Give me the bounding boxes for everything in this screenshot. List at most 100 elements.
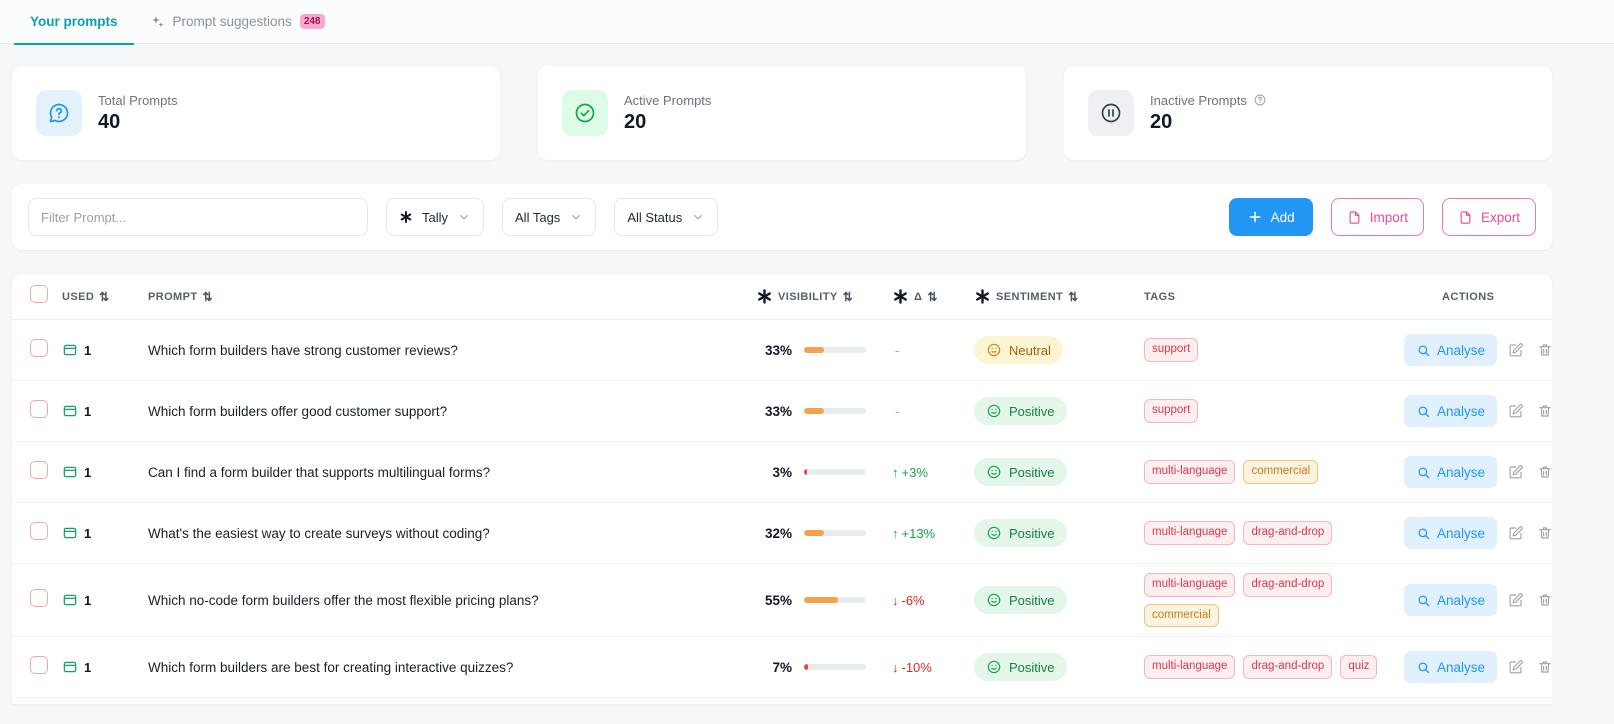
- tag: drag-and-drop: [1243, 655, 1333, 679]
- tag: drag-and-drop: [1243, 521, 1333, 545]
- used-count: 1: [84, 464, 92, 480]
- sentiment-label: Neutral: [1009, 342, 1051, 358]
- header-visibility[interactable]: VISIBILITY ⇅: [756, 288, 892, 305]
- visibility-value: 33%: [764, 342, 792, 358]
- row-checkbox[interactable]: [30, 521, 48, 540]
- analyse-button[interactable]: Analyse: [1404, 334, 1498, 366]
- delta-direction-icon: [892, 660, 899, 675]
- header-used[interactable]: USED ⇅: [62, 289, 110, 304]
- platform-window-icon: [62, 659, 78, 675]
- delete-button[interactable]: [1535, 590, 1555, 610]
- plus-icon: [1247, 209, 1263, 225]
- happy-face-icon: [986, 464, 1002, 480]
- row-checkbox[interactable]: [30, 655, 48, 674]
- prompt-text: Which form builders are best for creatin…: [148, 659, 514, 675]
- delta-value: -10%: [901, 659, 932, 675]
- trash-icon: [1537, 342, 1553, 358]
- delete-button[interactable]: [1535, 340, 1555, 360]
- delete-button[interactable]: [1535, 401, 1555, 421]
- filter-prompt-input[interactable]: [28, 198, 368, 236]
- tag: multi-language: [1144, 655, 1236, 679]
- sort-icon[interactable]: ⇅: [842, 289, 854, 304]
- tab-prompt-suggestions-label: Prompt suggestions: [172, 14, 292, 29]
- edit-button[interactable]: [1506, 462, 1526, 482]
- header-delta[interactable]: Δ ⇅: [892, 288, 974, 305]
- table-row: 1 Which form builders offer good custome…: [12, 381, 1552, 442]
- active-prompts-card: Active Prompts 20: [538, 66, 1026, 160]
- pencil-icon: [1508, 525, 1524, 541]
- edit-button[interactable]: [1506, 657, 1526, 677]
- row-checkbox[interactable]: [30, 588, 48, 607]
- tally-asterisk-icon: [892, 288, 909, 305]
- platform-select-value: Tally: [422, 209, 449, 225]
- sentiment-label: Positive: [1009, 403, 1055, 419]
- trash-icon: [1537, 525, 1553, 541]
- neutral-face-icon: [986, 342, 1002, 358]
- analyse-button[interactable]: Analyse: [1404, 456, 1498, 488]
- used-count: 1: [84, 403, 92, 419]
- edit-button[interactable]: [1506, 523, 1526, 543]
- import-button[interactable]: Import: [1330, 198, 1424, 236]
- delta-value: -6%: [901, 592, 925, 608]
- file-icon: [1458, 210, 1473, 225]
- delete-button[interactable]: [1535, 462, 1555, 482]
- pencil-icon: [1508, 342, 1524, 358]
- edit-button[interactable]: [1506, 590, 1526, 610]
- sort-icon[interactable]: ⇅: [927, 289, 938, 304]
- platform-select[interactable]: Tally: [386, 198, 485, 236]
- delta-value: +3%: [901, 464, 928, 480]
- visibility-bar-fill: [804, 597, 839, 604]
- sort-icon[interactable]: ⇅: [202, 289, 213, 304]
- sort-icon[interactable]: ⇅: [1068, 289, 1079, 304]
- used-cell: 1: [62, 592, 148, 608]
- tag: quiz: [1340, 655, 1378, 679]
- row-checkbox[interactable]: [30, 399, 48, 418]
- edit-button[interactable]: [1506, 401, 1526, 421]
- filter-toolbar: Tally All Tags All Status Add Import Exp…: [12, 184, 1552, 250]
- row-checkbox[interactable]: [30, 338, 48, 357]
- pause-circle-icon: [1088, 90, 1134, 136]
- edit-button[interactable]: [1506, 340, 1526, 360]
- tags-cell: multi-language drag-and-drop commercial: [1144, 573, 1404, 628]
- actions-cell: Analyse: [1404, 456, 1552, 488]
- table-row: 1 Which no-code form builders offer the …: [12, 564, 1555, 638]
- header-sentiment[interactable]: SENTIMENT ⇅: [974, 288, 1144, 305]
- sentiment-label: Positive: [1009, 525, 1055, 541]
- row-checkbox[interactable]: [30, 460, 48, 479]
- table-header-row: USED ⇅ PROMPT ⇅ VISIBILITY ⇅ Δ ⇅ SENTIME…: [12, 274, 1552, 320]
- suggestions-count-badge: 248: [299, 14, 325, 29]
- delete-button[interactable]: [1535, 523, 1555, 543]
- visibility-value: 33%: [764, 403, 792, 419]
- help-icon[interactable]: [1253, 93, 1267, 107]
- used-count: 1: [84, 525, 92, 541]
- delete-button[interactable]: [1535, 657, 1555, 677]
- visibility-cell: 33%: [756, 404, 892, 419]
- analyse-button[interactable]: Analyse: [1404, 584, 1498, 617]
- chevron-down-icon: [569, 210, 583, 224]
- magnifier-icon: [1416, 593, 1431, 608]
- header-prompt[interactable]: PROMPT ⇅: [148, 289, 213, 304]
- sort-icon[interactable]: ⇅: [99, 289, 110, 304]
- total-prompts-label: Total Prompts: [98, 92, 178, 108]
- visibility-bar: [804, 347, 866, 353]
- add-button[interactable]: Add: [1228, 198, 1313, 236]
- chevron-down-icon: [691, 210, 705, 224]
- tab-prompt-suggestions[interactable]: Prompt suggestions 248: [134, 0, 341, 44]
- trash-icon: [1537, 403, 1553, 419]
- export-button[interactable]: Export: [1441, 198, 1536, 236]
- analyse-button[interactable]: Analyse: [1404, 395, 1498, 427]
- delta-cell: -: [892, 404, 974, 419]
- sparkles-icon: [150, 14, 165, 29]
- visibility-bar-fill: [804, 530, 824, 536]
- actions-cell: Analyse: [1404, 651, 1555, 684]
- used-cell: 1: [62, 464, 148, 480]
- analyse-button[interactable]: Analyse: [1404, 517, 1498, 549]
- used-cell: 1: [62, 342, 148, 358]
- tab-your-prompts[interactable]: Your prompts: [14, 0, 134, 45]
- inactive-prompts-card: Inactive Prompts 20: [1064, 66, 1552, 160]
- status-select[interactable]: All Status: [614, 198, 719, 236]
- analyse-button[interactable]: Analyse: [1404, 651, 1498, 684]
- select-all-checkbox[interactable]: [30, 285, 48, 303]
- tags-select[interactable]: All Tags: [502, 198, 597, 236]
- pencil-icon: [1508, 592, 1524, 608]
